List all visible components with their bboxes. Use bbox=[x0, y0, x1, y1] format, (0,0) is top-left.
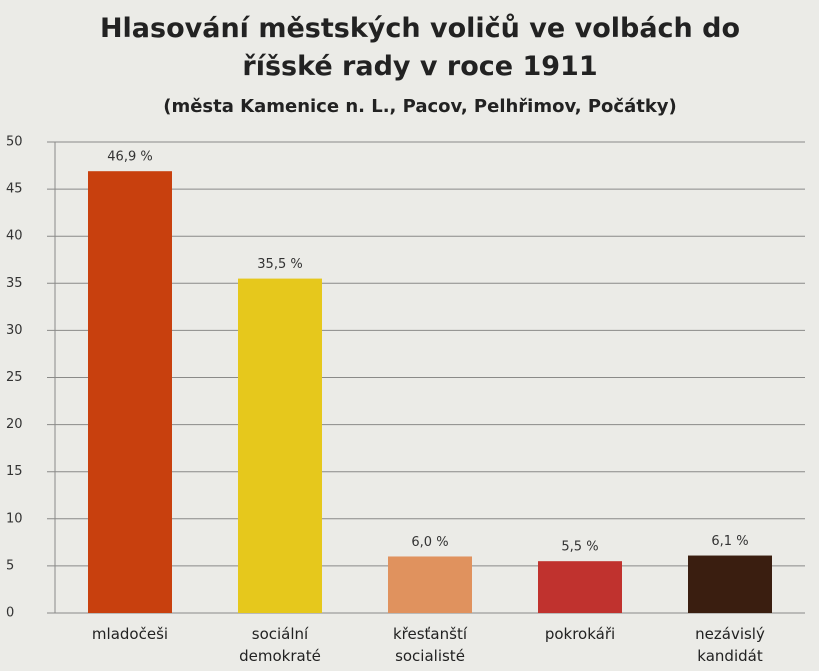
y-tick-label: 10 bbox=[6, 511, 23, 526]
value-label: 6,0 % bbox=[411, 535, 448, 550]
x-tick-label: sociální demokraté bbox=[220, 623, 340, 667]
y-tick-label: 50 bbox=[6, 135, 23, 150]
value-label: 5,5 % bbox=[561, 540, 598, 555]
bar bbox=[238, 279, 322, 613]
bar bbox=[88, 171, 172, 613]
x-tick-label: křesťanští socialisté bbox=[370, 623, 490, 667]
y-tick-label: 45 bbox=[6, 182, 23, 197]
y-tick-label: 5 bbox=[6, 558, 14, 573]
chart-subtitle: (města Kamenice n. L., Pacov, Pelhřimov,… bbox=[60, 96, 780, 117]
value-label: 46,9 % bbox=[107, 150, 152, 165]
x-tick-label: pokrokáři bbox=[520, 623, 640, 645]
value-label: 6,1 % bbox=[711, 534, 748, 549]
chart: 0 5 10 15 20 25 30 35 40 45 50 46,9 % 35,5 % 6,0 % 5,5… bbox=[0, 0, 819, 671]
y-tick-label: 40 bbox=[6, 229, 23, 244]
x-tick-label: nezávislý kandidát bbox=[670, 623, 790, 667]
y-tick-label: 15 bbox=[6, 464, 23, 479]
y-tick-label: 20 bbox=[6, 417, 23, 432]
y-tick-label: 35 bbox=[6, 276, 23, 291]
y-tick-label: 30 bbox=[6, 323, 23, 338]
bar bbox=[688, 556, 772, 613]
bar bbox=[538, 561, 622, 613]
x-tick-label: mladočeši bbox=[70, 623, 190, 645]
value-label: 35,5 % bbox=[257, 257, 302, 272]
bar bbox=[388, 556, 472, 613]
y-tick-label: 0 bbox=[6, 606, 14, 621]
y-tick-label: 25 bbox=[6, 370, 23, 385]
chart-title: Hlasování městských voličů ve volbách do… bbox=[90, 10, 750, 86]
